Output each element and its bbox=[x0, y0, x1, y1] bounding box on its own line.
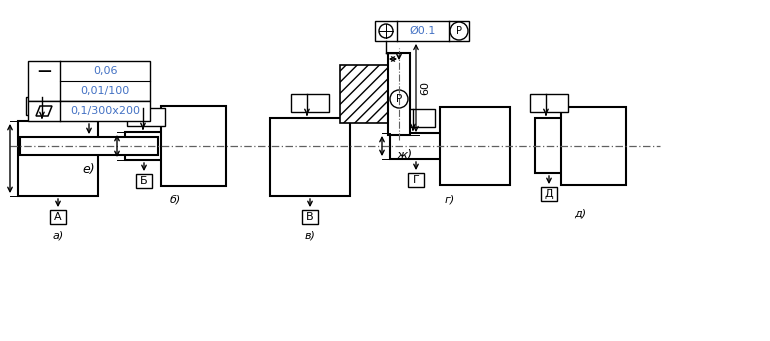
Text: 0,06: 0,06 bbox=[92, 66, 117, 76]
Text: г): г) bbox=[445, 194, 455, 204]
Bar bbox=[136, 174, 152, 188]
Bar bbox=[18, 121, 98, 196]
Bar bbox=[50, 210, 66, 224]
Bar bbox=[302, 210, 318, 224]
Bar bbox=[440, 107, 510, 185]
Text: 60: 60 bbox=[420, 81, 430, 95]
Text: 0,01/100: 0,01/100 bbox=[80, 86, 129, 96]
Text: Ø0.1: Ø0.1 bbox=[410, 26, 436, 36]
Text: 0,1/300х200: 0,1/300х200 bbox=[70, 106, 140, 116]
Text: в): в) bbox=[305, 231, 316, 241]
Circle shape bbox=[450, 22, 468, 40]
Text: А: А bbox=[54, 212, 62, 222]
Bar bbox=[408, 173, 424, 187]
Circle shape bbox=[379, 24, 393, 38]
Text: ж): ж) bbox=[397, 149, 413, 162]
Text: д): д) bbox=[574, 208, 586, 218]
Bar bbox=[28, 61, 150, 101]
Bar bbox=[20, 137, 158, 155]
Bar bbox=[291, 94, 329, 112]
Text: Г: Г bbox=[413, 175, 420, 185]
Bar bbox=[535, 118, 563, 173]
Text: —: — bbox=[37, 64, 51, 78]
Text: а): а) bbox=[52, 231, 64, 241]
Text: Б: Б bbox=[140, 176, 148, 186]
Polygon shape bbox=[36, 106, 52, 116]
Bar bbox=[390, 133, 442, 159]
Bar bbox=[26, 97, 64, 115]
Bar bbox=[388, 53, 410, 135]
Text: е): е) bbox=[82, 163, 95, 176]
Bar bbox=[125, 132, 163, 160]
Text: Р: Р bbox=[456, 26, 462, 36]
Text: Р: Р bbox=[396, 94, 402, 104]
Bar bbox=[375, 21, 469, 41]
Bar bbox=[561, 107, 626, 185]
Bar bbox=[397, 109, 435, 127]
Bar bbox=[161, 106, 226, 186]
Text: Д: Д bbox=[544, 189, 554, 199]
Text: В: В bbox=[306, 212, 314, 222]
Bar bbox=[541, 187, 557, 201]
Bar bbox=[28, 101, 150, 121]
Bar bbox=[127, 108, 165, 126]
Bar bbox=[270, 118, 350, 196]
Bar bbox=[530, 94, 568, 112]
Bar bbox=[340, 65, 398, 123]
Text: б): б) bbox=[169, 195, 181, 205]
Circle shape bbox=[390, 90, 408, 108]
